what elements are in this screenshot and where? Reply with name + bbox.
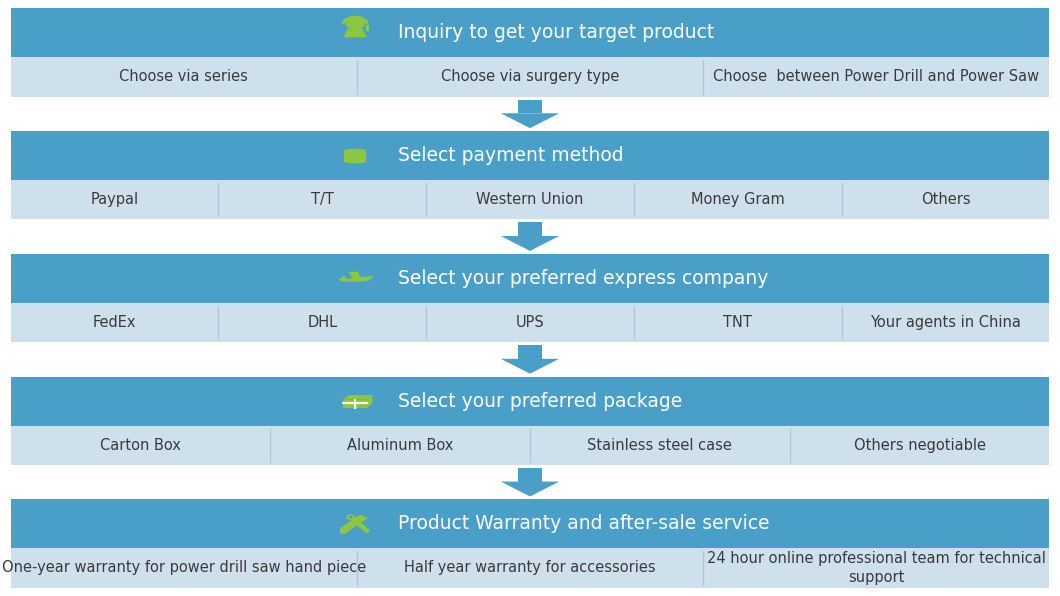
Bar (11, 57, 1049, 97)
Circle shape (347, 20, 364, 29)
Bar (11, 377, 1049, 426)
Bar (343, 154, 367, 158)
Text: UPS: UPS (515, 315, 545, 330)
Polygon shape (343, 399, 367, 408)
Ellipse shape (343, 153, 367, 156)
Text: Select your preferred express company: Select your preferred express company (398, 269, 767, 288)
Polygon shape (500, 113, 560, 128)
Text: Aluminum Box: Aluminum Box (347, 437, 454, 453)
Polygon shape (367, 395, 372, 408)
Bar (11, 548, 1049, 588)
Text: Others negotiable: Others negotiable (853, 437, 986, 453)
Text: Paypal: Paypal (90, 192, 139, 207)
Polygon shape (343, 29, 367, 38)
Text: Choose  between Power Drill and Power Saw: Choose between Power Drill and Power Saw (713, 69, 1039, 85)
Text: Your agents in China: Your agents in China (870, 315, 1021, 330)
Bar (518, 100, 542, 113)
Text: 24 hour online professional team for technical
support: 24 hour online professional team for tec… (707, 551, 1046, 585)
Polygon shape (500, 236, 560, 251)
Circle shape (346, 514, 356, 520)
Polygon shape (500, 482, 560, 496)
Bar (11, 499, 1049, 548)
Text: Half year warranty for accessories: Half year warranty for accessories (404, 560, 656, 576)
Polygon shape (500, 359, 560, 374)
Bar (343, 151, 367, 154)
Polygon shape (338, 276, 372, 282)
Text: Select your preferred package: Select your preferred package (398, 392, 682, 411)
Ellipse shape (343, 160, 367, 163)
Text: Stainless steel case: Stainless steel case (587, 437, 732, 453)
Polygon shape (343, 395, 372, 399)
Bar (11, 254, 1049, 303)
Polygon shape (349, 272, 361, 279)
Text: Inquiry to get your target product: Inquiry to get your target product (398, 23, 713, 42)
Bar (11, 131, 1049, 180)
Polygon shape (339, 275, 347, 280)
Text: DHL: DHL (307, 315, 337, 330)
Polygon shape (359, 516, 368, 522)
Text: Western Union: Western Union (476, 192, 584, 207)
Text: TNT: TNT (723, 315, 753, 330)
Text: Product Warranty and after-sale service: Product Warranty and after-sale service (398, 514, 768, 533)
Bar (11, 180, 1049, 219)
Circle shape (349, 516, 353, 519)
Text: One-year warranty for power drill saw hand piece: One-year warranty for power drill saw ha… (2, 560, 366, 576)
Bar (11, 303, 1049, 342)
Text: Select payment method: Select payment method (398, 146, 623, 165)
Ellipse shape (343, 156, 367, 160)
Text: Choose via surgery type: Choose via surgery type (441, 69, 619, 85)
Ellipse shape (343, 149, 367, 153)
Text: Money Gram: Money Gram (691, 192, 784, 207)
Text: T/T: T/T (311, 192, 334, 207)
Text: Carton Box: Carton Box (100, 437, 181, 453)
Bar (518, 345, 542, 359)
Text: Choose via series: Choose via series (120, 69, 248, 85)
Text: FedEx: FedEx (92, 315, 137, 330)
Bar (518, 222, 542, 236)
Bar (343, 158, 367, 162)
Bar (518, 468, 542, 482)
Bar (11, 426, 1049, 465)
Text: Others: Others (921, 192, 970, 207)
Bar (11, 8, 1049, 57)
